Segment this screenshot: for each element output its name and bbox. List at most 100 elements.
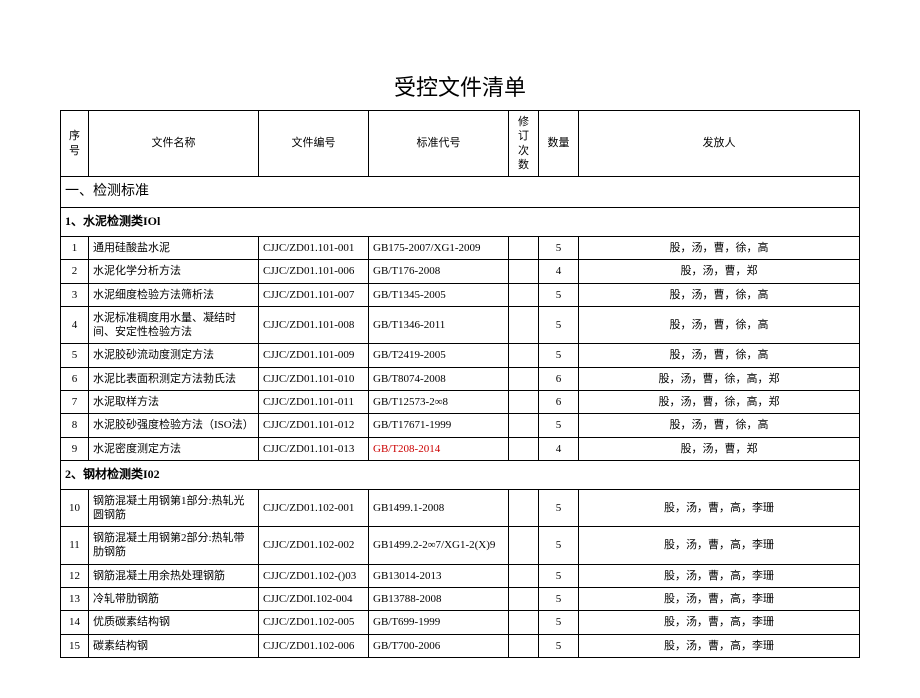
- table-row: 15碳素结构钢CJJC/ZD01.102-006GB/T700-20065股，汤…: [61, 634, 860, 657]
- cell-code: CJJC/ZD01.101-011: [259, 391, 369, 414]
- cell-std: GB1499.1-2008: [369, 489, 509, 527]
- cell-std: GB/T8074-2008: [369, 367, 509, 390]
- th-name: 文件名称: [89, 111, 259, 177]
- th-qty: 数量: [539, 111, 579, 177]
- th-rev: 修订次数: [509, 111, 539, 177]
- table-row: 6 水泥比表面积测定方法勃氏法CJJC/ZD01.101-010GB/T8074-…: [61, 367, 860, 390]
- cell-seq: 5: [61, 344, 89, 367]
- cell-qty: 5: [539, 414, 579, 437]
- table-row: 10钢筋混凝土用钢第1部分:热轧光圆钢筋CJJC/ZD01.102-001GB1…: [61, 489, 860, 527]
- cell-dist: 股，汤，曹，郑: [579, 260, 860, 283]
- cell-std: GB/T176-2008: [369, 260, 509, 283]
- table-row: 5水泥胶砂流动度测定方法CJJC/ZD01.101-009GB/T2419-20…: [61, 344, 860, 367]
- page-title: 受控文件清单: [60, 70, 860, 102]
- cell-std: GB/T2419-2005: [369, 344, 509, 367]
- cell-std: GB175-2007/XG1-2009: [369, 236, 509, 259]
- cell-seq: 14: [61, 611, 89, 634]
- cell-name: 水泥比表面积测定方法勃氏法: [89, 367, 259, 390]
- cell-qty: 6: [539, 367, 579, 390]
- cell-rev: [509, 588, 539, 611]
- cell-dist: 股，汤，曹，高，李珊: [579, 527, 860, 565]
- cell-std: GB13788-2008: [369, 588, 509, 611]
- cell-seq: 15: [61, 634, 89, 657]
- cell-rev: [509, 489, 539, 527]
- cell-seq: 4: [61, 306, 89, 344]
- table-row: 2水泥化学分析方法CJJC/ZD01.101-006GB/T176-20084股…: [61, 260, 860, 283]
- cell-qty: 4: [539, 437, 579, 460]
- th-seq: 序号: [61, 111, 89, 177]
- cell-code: CJJC/ZD01.101-010: [259, 367, 369, 390]
- cell-rev: [509, 634, 539, 657]
- cell-rev: [509, 564, 539, 587]
- cell-seq: 10: [61, 489, 89, 527]
- cell-qty: 5: [539, 306, 579, 344]
- cell-code: CJJC/ZD01.102-005: [259, 611, 369, 634]
- cell-name: 钢筋混凝土用余热处理钢筋: [89, 564, 259, 587]
- cell-code: CJJC/ZD01.101-013: [259, 437, 369, 460]
- cell-qty: 5: [539, 283, 579, 306]
- cell-std: GB13014-2013: [369, 564, 509, 587]
- cell-dist: 股，汤，曹，徐，高，郑: [579, 367, 860, 390]
- cell-rev: [509, 527, 539, 565]
- th-dist: 发放人: [579, 111, 860, 177]
- cell-code: CJJC/ZD0I.102-004: [259, 588, 369, 611]
- cell-seq: 3: [61, 283, 89, 306]
- cell-dist: 股，汤，曹，郑: [579, 437, 860, 460]
- section-cell: 一、检测标准: [61, 177, 860, 208]
- cell-code: CJJC/ZD01.101-009: [259, 344, 369, 367]
- table-row: 7水泥取样方法CJJC/ZD01.101-011GB/T12573-2∞86股，…: [61, 391, 860, 414]
- cell-seq: 9: [61, 437, 89, 460]
- cell-code: CJJC/ZD01.101-001: [259, 236, 369, 259]
- cell-rev: [509, 414, 539, 437]
- cell-std: GB/T17671-1999: [369, 414, 509, 437]
- table-row: 13冷轧带肋钢筋CJJC/ZD0I.102-004GB13788-20085股，…: [61, 588, 860, 611]
- cell-name: 水泥细度检验方法筛析法: [89, 283, 259, 306]
- cell-qty: 5: [539, 236, 579, 259]
- cell-dist: 股，汤，曹，徐，高，郑: [579, 391, 860, 414]
- subsection-heading: 2、钢材检测类I02: [61, 460, 860, 489]
- cell-seq: 8: [61, 414, 89, 437]
- cell-name: 水泥胶砂流动度测定方法: [89, 344, 259, 367]
- cell-dist: 股，汤，曹，徐，高: [579, 236, 860, 259]
- cell-dist: 股，汤，曹，徐，高: [579, 306, 860, 344]
- table-row: 11钢筋混凝土用钢第2部分:热轧带肋钢筋CJJC/ZD01.102-002GB1…: [61, 527, 860, 565]
- cell-code: CJJC/ZD01.101-012: [259, 414, 369, 437]
- cell-std: GB/T208-2014: [369, 437, 509, 460]
- cell-dist: 股，汤，曹，高，李珊: [579, 634, 860, 657]
- cell-std: GB/T700-2006: [369, 634, 509, 657]
- cell-std: GB/T1346-2011: [369, 306, 509, 344]
- cell-seq: 12: [61, 564, 89, 587]
- cell-name: 水泥胶砂强度检验方法（ISO法）: [89, 414, 259, 437]
- cell-name: 水泥标准稠度用水量、凝结时间、安定性检验方法: [89, 306, 259, 344]
- table-row: 12钢筋混凝土用余热处理钢筋CJJC/ZD01.102-()03GB13014-…: [61, 564, 860, 587]
- cell-qty: 5: [539, 527, 579, 565]
- cell-std: GB/T1345-2005: [369, 283, 509, 306]
- table-row: 3水泥细度检验方法筛析法CJJC/ZD01.101-007GB/T1345-20…: [61, 283, 860, 306]
- cell-rev: [509, 236, 539, 259]
- cell-name: 钢筋混凝土用钢第1部分:热轧光圆钢筋: [89, 489, 259, 527]
- cell-rev: [509, 260, 539, 283]
- cell-rev: [509, 306, 539, 344]
- cell-code: CJJC/ZD01.101-006: [259, 260, 369, 283]
- cell-code: CJJC/ZD01.102-006: [259, 634, 369, 657]
- cell-name: 通用硅酸盐水泥: [89, 236, 259, 259]
- cell-qty: 5: [539, 564, 579, 587]
- table-row: 1通用硅酸盐水泥CJJC/ZD01.101-001GB175-2007/XG1-…: [61, 236, 860, 259]
- document-table: 序号 文件名称 文件编号 标准代号 修订次数 数量 发放人 一、检测标准1、水泥…: [60, 110, 860, 658]
- cell-name: 水泥密度测定方法: [89, 437, 259, 460]
- cell-code: CJJC/ZD01.102-()03: [259, 564, 369, 587]
- cell-seq: 2: [61, 260, 89, 283]
- cell-dist: 股，汤，曹，徐，高: [579, 283, 860, 306]
- section-heading: 一、检测标准: [61, 177, 860, 208]
- cell-qty: 6: [539, 391, 579, 414]
- cell-rev: [509, 283, 539, 306]
- cell-name: 钢筋混凝土用钢第2部分:热轧带肋钢筋: [89, 527, 259, 565]
- section-cell: 2、钢材检测类I02: [61, 460, 860, 489]
- cell-rev: [509, 391, 539, 414]
- cell-rev: [509, 367, 539, 390]
- cell-std: GB1499.2-2∞7/XG1-2(X)9: [369, 527, 509, 565]
- table-row: 9水泥密度测定方法CJJC/ZD01.101-013GB/T208-2014 4股…: [61, 437, 860, 460]
- cell-qty: 4: [539, 260, 579, 283]
- cell-code: CJJC/ZD01.101-008: [259, 306, 369, 344]
- th-code: 文件编号: [259, 111, 369, 177]
